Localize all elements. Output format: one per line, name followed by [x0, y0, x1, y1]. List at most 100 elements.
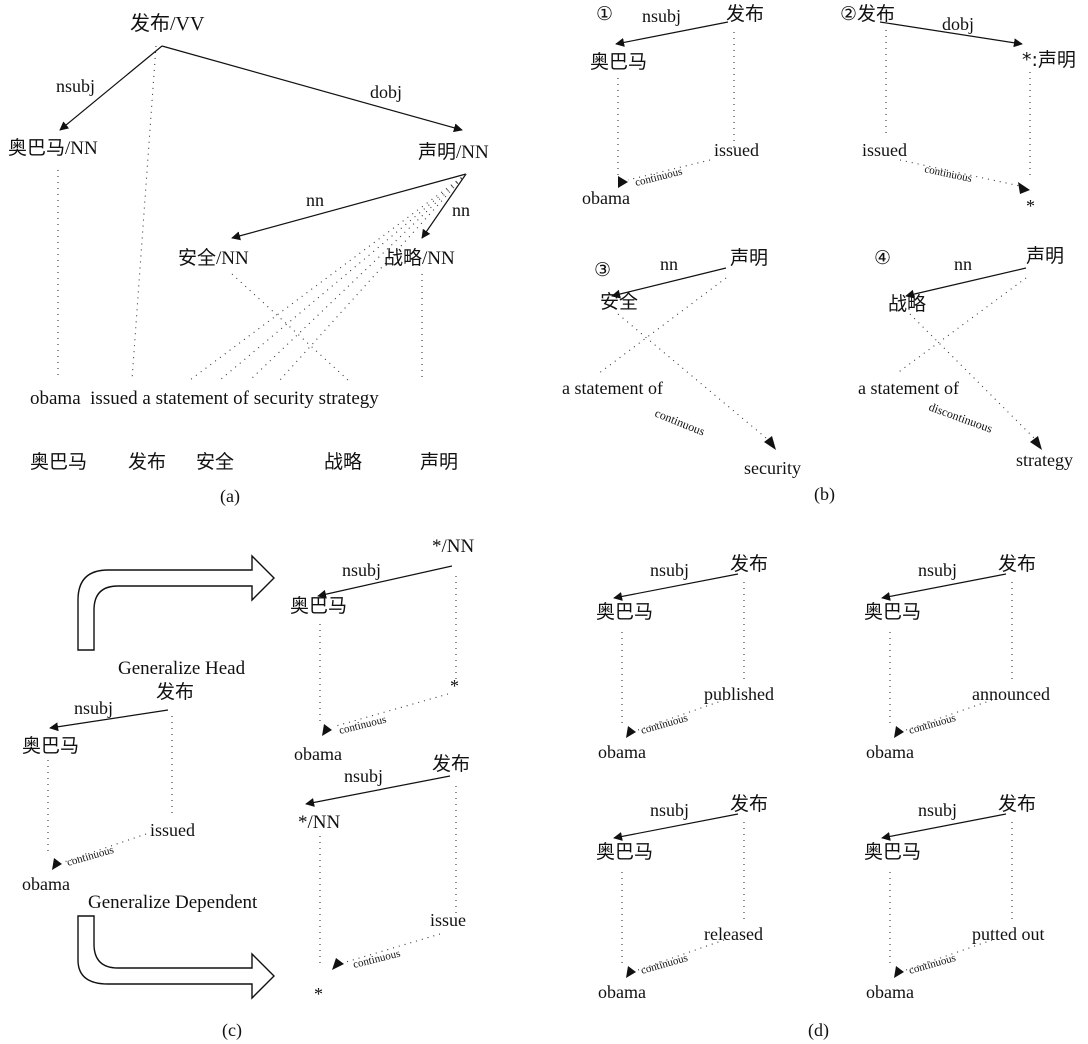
r4-link-label: discontinuous: [927, 400, 995, 436]
order-word-1: 奥巴马: [30, 451, 87, 473]
d4-link-label: continuous: [908, 952, 958, 977]
panel-b: ① nsubj 发布 奥巴马 issued obama continuous ②…: [562, 3, 1076, 505]
d3-head: 发布: [730, 793, 768, 815]
c-src-link-label: continuous: [66, 844, 116, 869]
arc-nn-strategy: [421, 173, 467, 239]
r1-link-label: continuous: [634, 166, 684, 189]
d1-head: 发布: [730, 553, 768, 575]
r1-rel: nsubj: [642, 6, 681, 26]
r3-number: ③: [594, 260, 611, 281]
r3-dep-en: security: [744, 458, 801, 478]
r4-arc: [905, 267, 1027, 299]
r4-number: ④: [874, 248, 891, 269]
d3-link-label: continuous: [640, 952, 690, 977]
d2-head: 发布: [998, 553, 1036, 575]
d3-dep: 奥巴马: [596, 841, 653, 863]
generalize-dependent-arrow: [77, 915, 275, 1000]
d2-arc: [881, 573, 1007, 601]
order-word-4: 战略: [324, 451, 362, 473]
generalize-head-label: Generalize Head: [118, 658, 246, 679]
d3-link-arrowhead: [626, 966, 636, 978]
d1-dep-en: obama: [598, 742, 646, 762]
d1-link-label: continuous: [640, 712, 690, 737]
r2-head-en: issued: [862, 140, 907, 160]
d4-rel: nsubj: [918, 800, 957, 820]
c-src-link-arrowhead: [52, 858, 62, 870]
node-statement-nn: 声明/NN: [418, 141, 489, 163]
r2-arc: [879, 21, 1023, 48]
d2-link-label: continuous: [908, 712, 958, 737]
caption-d: (d): [808, 1020, 829, 1041]
r2-number-head: ②发布: [840, 3, 895, 25]
c-gh-dep: 奥巴马: [290, 595, 347, 617]
r2-dot-link: [899, 159, 1021, 187]
r3-head-en: a statement of: [562, 378, 663, 398]
c-src-head: 发布: [156, 681, 194, 703]
align-issued: [131, 45, 157, 381]
r4-head-en: a statement of: [858, 378, 959, 398]
generalize-dependent-label: Generalize Dependent: [88, 892, 258, 913]
d4-arc: [881, 813, 1007, 841]
d3-rel: nsubj: [650, 800, 689, 820]
r2-dep: *:声明: [1022, 49, 1076, 71]
d3-head-en: released: [704, 924, 763, 944]
arc-nn-security: [231, 173, 467, 241]
c-src-dep: 奥巴马: [22, 735, 79, 757]
r2-link-label: continuous: [923, 163, 973, 185]
align-statement-b: [219, 173, 467, 381]
caption-a: (a): [220, 486, 240, 507]
d4-dep: 奥巴马: [864, 841, 921, 863]
align-statement-a: [189, 173, 467, 381]
r1-head-en: issued: [714, 140, 759, 160]
d4-head-en: putted out: [972, 924, 1045, 944]
r3-arc: [611, 267, 727, 299]
caption-c: (c): [222, 1020, 242, 1041]
c-src-head-en: issued: [150, 820, 195, 840]
node-obama-nn: 奥巴马/NN: [8, 137, 98, 159]
r1-arc: [615, 21, 729, 47]
c-gd-dep-en: *: [314, 984, 323, 1004]
r3-link-label: continuous: [653, 406, 707, 439]
label-nn-strategy: nn: [452, 200, 470, 220]
r3-dep: 安全: [600, 291, 638, 313]
c-gh-link-label: continuous: [338, 714, 388, 737]
d2-rel: nsubj: [918, 560, 957, 580]
c-src-dot-link: [63, 833, 147, 863]
d4-dep-en: obama: [866, 982, 914, 1002]
r2-rel: dobj: [942, 14, 974, 34]
r4-rel: nn: [954, 254, 972, 274]
r3-dot-dep: [617, 313, 767, 439]
align-security: [231, 273, 349, 381]
c-gh-head-en: *: [450, 676, 459, 696]
caption-b: (b): [814, 484, 835, 505]
c-gd-link-label: continuous: [352, 948, 402, 971]
r2-dep-en: *: [1026, 196, 1035, 216]
c-gd-link-arrowhead: [332, 958, 344, 970]
c-gd-dep: */NN: [298, 812, 341, 833]
r3-link-arrowhead: [764, 436, 776, 450]
panel-a: 发布/VV 奥巴马/NN 声明/NN 安全/NN 战略/NN nsubj dob…: [8, 12, 489, 507]
arc-nsubj: [59, 45, 163, 131]
r4-dep-en: strategy: [1016, 450, 1073, 470]
r1-dep-en: obama: [582, 188, 630, 208]
d1-dep: 奥巴马: [596, 601, 653, 623]
d1-arc: [613, 573, 739, 601]
align-statement-c: [249, 173, 467, 381]
c-gh-rel: nsubj: [342, 560, 381, 580]
d1-head-en: published: [704, 684, 774, 704]
r1-dot-link: [627, 159, 711, 181]
panel-c: Generalize Head Generalize Dependent nsu…: [22, 536, 475, 1041]
d3-dep-en: obama: [598, 982, 646, 1002]
label-nn-security: nn: [306, 190, 324, 210]
node-security-nn: 安全/NN: [178, 247, 249, 269]
arc-dobj: [161, 45, 463, 133]
r1-dep: 奥巴马: [590, 51, 647, 73]
d2-dep-en: obama: [866, 742, 914, 762]
c-gh-dep-en: obama: [294, 744, 342, 764]
c-gh-link-arrowhead: [322, 724, 332, 736]
r1-number: ①: [596, 4, 613, 25]
r3-rel: nn: [660, 254, 678, 274]
r4-link-arrowhead: [1030, 436, 1042, 450]
r2-link-arrowhead: [1018, 182, 1030, 194]
